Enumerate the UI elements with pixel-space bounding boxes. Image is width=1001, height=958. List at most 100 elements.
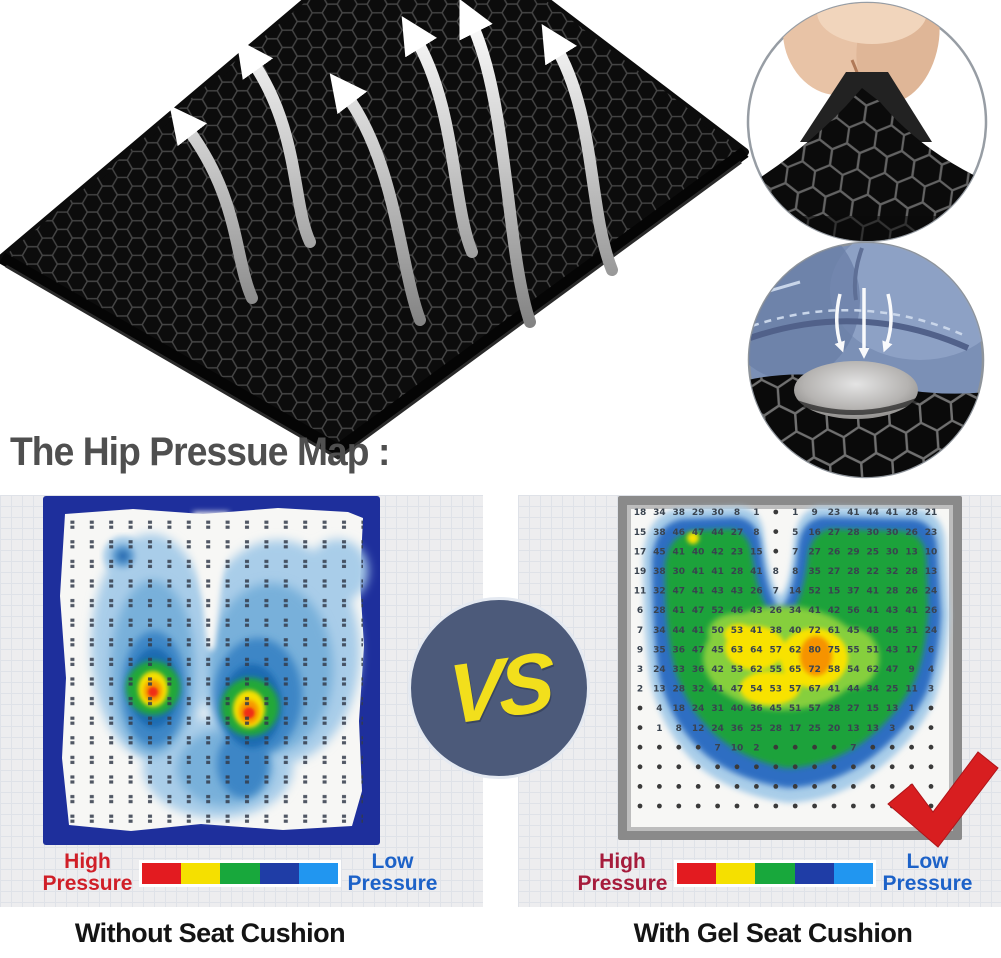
svg-text:10: 10 [925,547,938,557]
svg-text:19: 19 [634,567,647,577]
svg-text:48: 48 [867,626,880,636]
svg-text:24: 24 [692,704,705,714]
svg-text:28: 28 [673,685,686,695]
vs-badge: VS [408,597,590,779]
svg-text:43: 43 [731,587,744,597]
svg-text:26: 26 [828,547,841,557]
svg-text:24: 24 [925,587,938,597]
svg-text:44: 44 [847,685,860,695]
svg-text:58: 58 [828,665,841,675]
svg-text:34: 34 [653,626,666,636]
svg-text:43: 43 [711,587,724,597]
airflow-arrows-icon [169,0,618,328]
svg-text:62: 62 [789,645,802,655]
svg-text:34: 34 [867,685,880,695]
svg-text:29: 29 [847,547,860,557]
svg-text:30: 30 [711,508,724,518]
svg-text:36: 36 [692,665,705,675]
svg-text:28: 28 [828,704,841,714]
svg-text:35: 35 [808,567,821,577]
hero-image [0,0,988,479]
svg-text:11: 11 [634,587,647,597]
svg-text:41: 41 [808,606,821,616]
svg-text:43: 43 [750,606,763,616]
svg-text:1: 1 [908,704,914,714]
svg-text:42: 42 [711,547,724,557]
svg-text:41: 41 [692,567,705,577]
svg-text:16: 16 [808,528,821,538]
svg-text:13: 13 [925,567,938,577]
svg-text:3: 3 [637,665,643,675]
svg-text:18: 18 [634,508,647,518]
svg-text:53: 53 [770,685,783,695]
svg-text:13: 13 [653,685,666,695]
svg-text:72: 72 [808,665,821,675]
svg-text:36: 36 [731,724,744,734]
svg-text:72: 72 [808,626,821,636]
legend-with: High Pressure Low Pressure [575,850,975,895]
svg-text:26: 26 [770,606,783,616]
svg-text:2: 2 [753,743,759,753]
svg-text:42: 42 [828,606,841,616]
legend-bar [674,859,876,887]
svg-text:22: 22 [867,567,880,577]
svg-text:21: 21 [925,508,938,518]
svg-text:41: 41 [692,587,705,597]
svg-text:28: 28 [653,606,666,616]
svg-text:47: 47 [886,665,899,675]
svg-text:17: 17 [634,547,647,557]
svg-text:27: 27 [847,704,860,714]
svg-text:5: 5 [792,528,798,538]
svg-text:52: 52 [808,587,821,597]
svg-text:7: 7 [792,547,798,557]
svg-text:8: 8 [753,528,759,538]
svg-text:9: 9 [637,645,643,655]
svg-text:61: 61 [828,626,841,636]
svg-text:47: 47 [692,645,705,655]
svg-text:23: 23 [828,508,841,518]
svg-text:24: 24 [653,665,666,675]
svg-text:38: 38 [673,508,686,518]
svg-text:45: 45 [711,645,724,655]
svg-text:4: 4 [928,665,934,675]
svg-text:13: 13 [905,547,918,557]
svg-text:12: 12 [692,724,705,734]
svg-text:25: 25 [808,724,821,734]
svg-text:45: 45 [847,626,860,636]
svg-text:62: 62 [750,665,763,675]
svg-text:27: 27 [828,567,841,577]
svg-text:35: 35 [653,645,666,655]
svg-text:36: 36 [673,645,686,655]
svg-text:67: 67 [808,685,821,695]
svg-text:15: 15 [828,587,841,597]
svg-text:13: 13 [847,724,860,734]
svg-text:9: 9 [811,508,817,518]
svg-text:30: 30 [673,567,686,577]
svg-text:26: 26 [925,606,938,616]
svg-text:50: 50 [711,626,724,636]
svg-text:63: 63 [731,645,744,655]
vs-label: VS [446,633,552,742]
svg-text:8: 8 [734,508,740,518]
svg-text:7: 7 [773,587,779,597]
gel-cushion-photo [0,0,749,460]
svg-text:57: 57 [789,685,802,695]
svg-text:34: 34 [789,606,802,616]
pressure-map-without [43,496,380,845]
svg-text:15: 15 [750,547,763,557]
svg-text:27: 27 [808,547,821,557]
svg-text:13: 13 [886,704,899,714]
svg-text:80: 80 [808,645,821,655]
svg-text:17: 17 [905,645,918,655]
svg-text:44: 44 [867,508,880,518]
svg-text:43: 43 [886,606,899,616]
svg-text:41: 41 [711,685,724,695]
svg-text:52: 52 [711,606,724,616]
svg-text:24: 24 [711,724,724,734]
svg-text:28: 28 [770,724,783,734]
svg-text:30: 30 [886,528,899,538]
svg-text:41: 41 [867,606,880,616]
svg-text:41: 41 [750,567,763,577]
svg-text:25: 25 [750,724,763,734]
